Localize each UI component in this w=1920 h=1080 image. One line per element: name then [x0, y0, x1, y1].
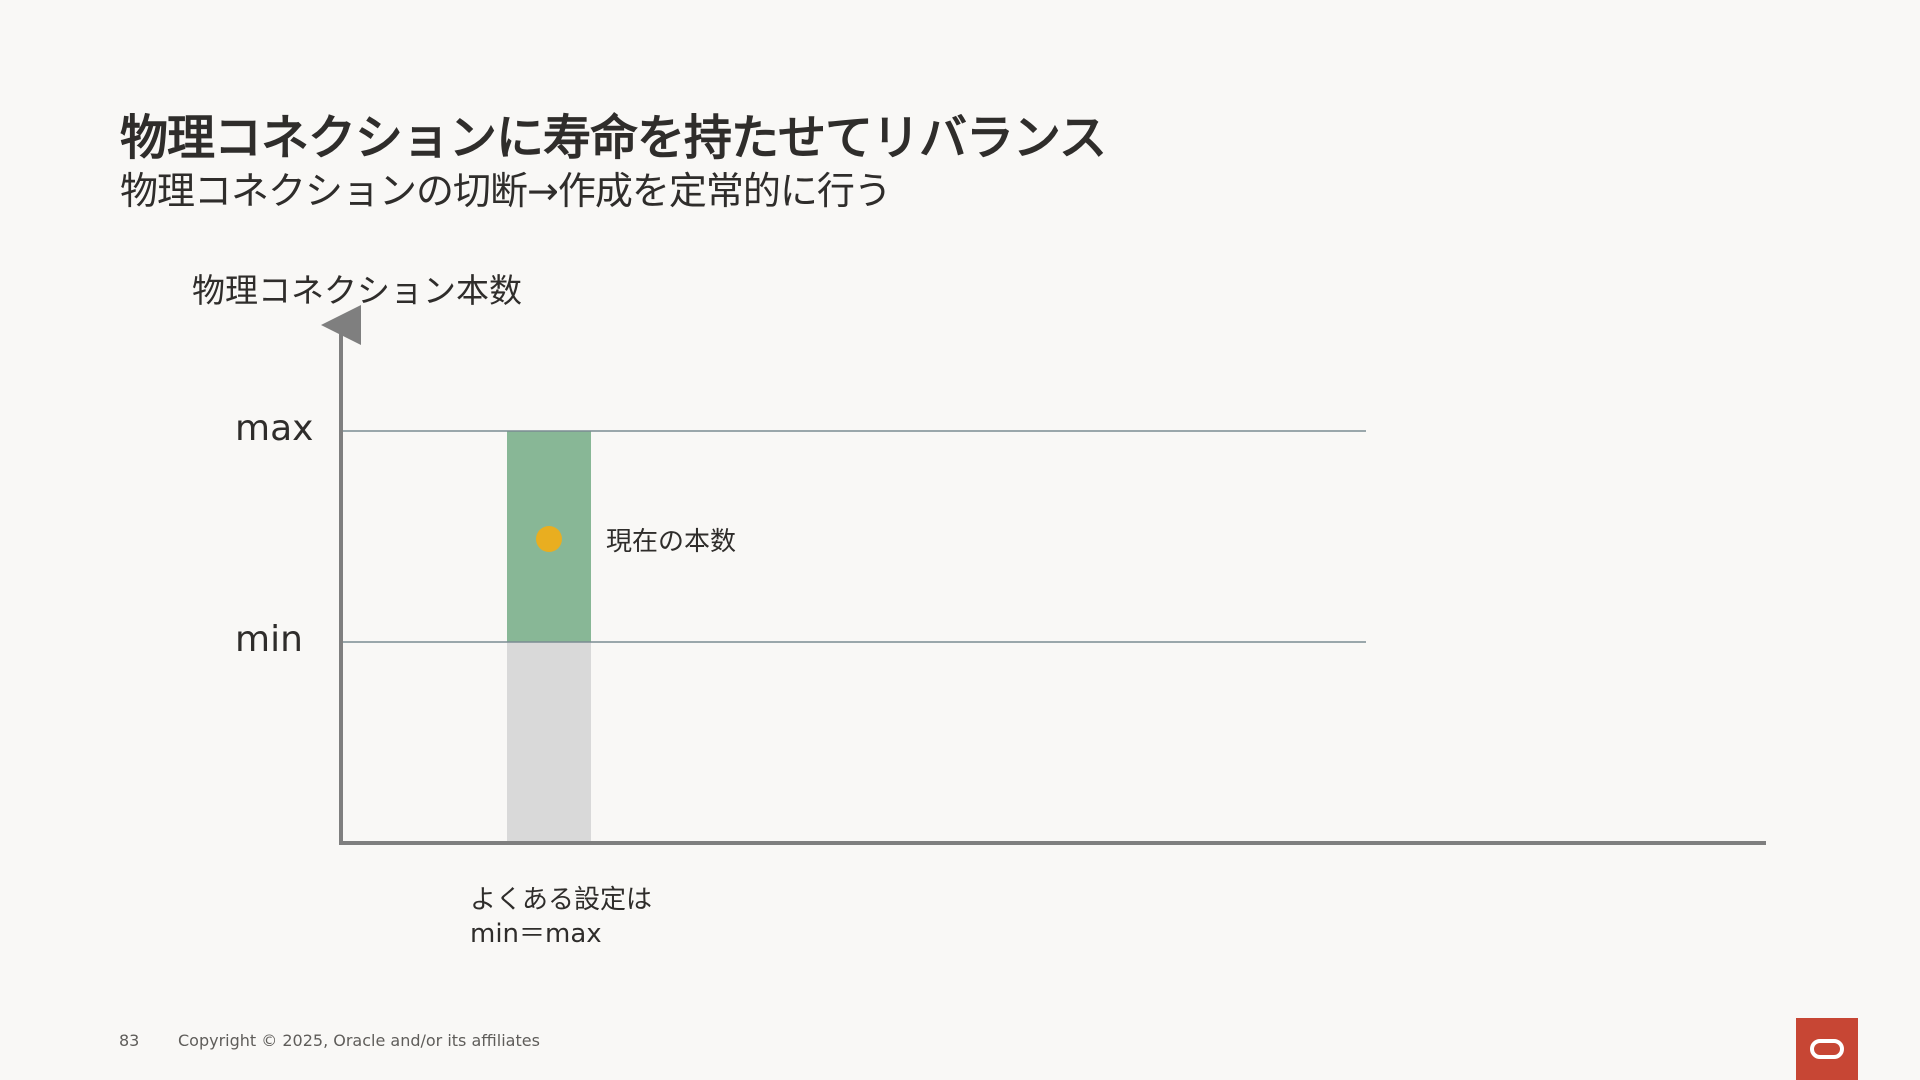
slide-title: 物理コネクションに寿命を持たせてリバランス — [120, 110, 1107, 166]
current-count-marker — [536, 526, 562, 552]
oracle-logo — [1796, 1018, 1858, 1080]
below-min-bar — [507, 642, 591, 843]
note-line-2: min＝max — [470, 919, 602, 949]
note-line-1: よくある設定は — [470, 885, 652, 915]
current-count-label: 現在の本数 — [606, 527, 736, 557]
copyright-text: Copyright © 2025, Oracle and/or its affi… — [178, 1031, 540, 1050]
slide-subtitle: 物理コネクションの切断→作成を定常的に行う — [120, 169, 892, 213]
max-label: max — [235, 408, 313, 449]
y-axis-label: 物理コネクション本数 — [192, 271, 522, 310]
oracle-ring-icon — [1810, 1039, 1844, 1059]
min-label: min — [235, 619, 303, 660]
page-number: 83 — [119, 1031, 140, 1050]
